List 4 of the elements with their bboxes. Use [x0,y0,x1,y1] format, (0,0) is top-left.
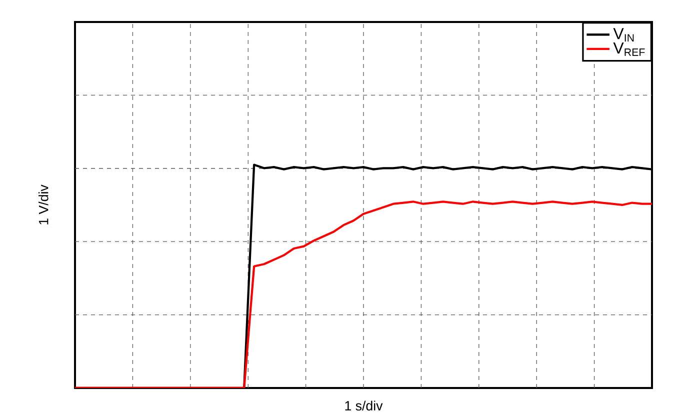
legend-label: V$_{IN}$ [613,28,634,42]
y-axis-title: 1 V/div [38,184,48,224]
legend-label: V$_{REF}$ [613,42,645,56]
x-axis-title: 1 s/div [345,400,383,410]
